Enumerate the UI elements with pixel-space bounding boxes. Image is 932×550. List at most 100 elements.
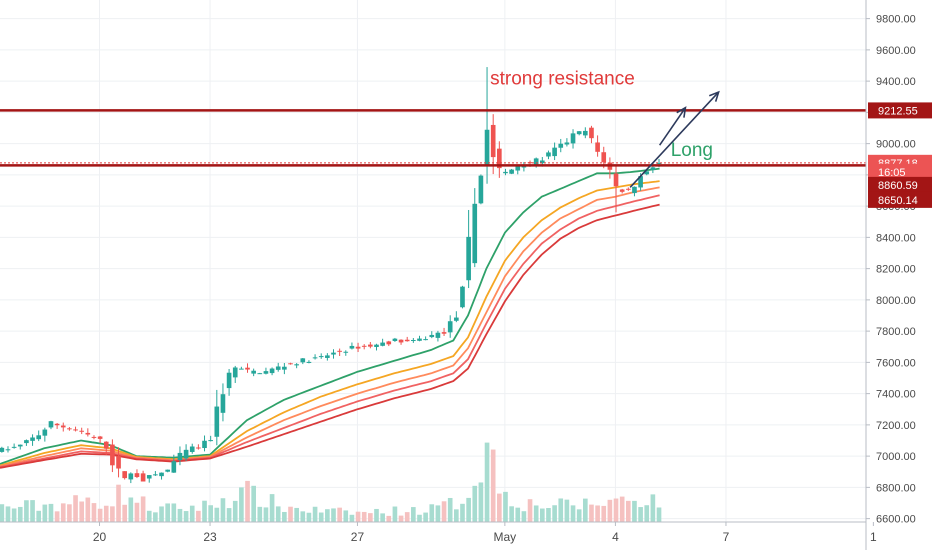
volume-bar: [79, 501, 85, 522]
volume-bar: [67, 504, 72, 522]
candle-body: [576, 131, 582, 135]
volume-bar: [54, 511, 60, 522]
volume-bar: [140, 496, 146, 522]
volume-bar: [103, 505, 109, 522]
candle-body: [282, 366, 287, 370]
volume-bar: [17, 506, 23, 522]
volume-bar: [0, 504, 5, 522]
arrow-head: [676, 106, 687, 118]
volume-bars: [0, 442, 662, 522]
moving-averages: [0, 167, 660, 469]
y-tick-label: 9600.00: [876, 45, 916, 57]
candle-body: [0, 447, 5, 452]
volume-bar: [116, 484, 121, 522]
volume-bar: [226, 508, 232, 522]
y-tick-label: 8400.00: [876, 232, 916, 244]
candle-body: [306, 361, 312, 363]
candle-body: [239, 368, 244, 370]
volume-bar: [515, 507, 521, 522]
candle-body: [392, 338, 398, 341]
y-tick-label: 9000.00: [876, 139, 916, 151]
volume-bar: [398, 515, 404, 522]
volume-bar: [312, 506, 318, 522]
volume-bar: [656, 507, 662, 522]
candle-body: [368, 344, 373, 347]
price-tag-label: 8860.59: [878, 180, 918, 192]
y-tick-label: 9800.00: [876, 14, 916, 26]
volume-bar: [441, 501, 447, 522]
candle-body: [411, 340, 416, 342]
candle-body: [441, 332, 447, 334]
candle-body: [361, 345, 367, 347]
volume-bar: [601, 505, 607, 522]
y-tick-label: 7000.00: [876, 451, 916, 463]
candle-body: [460, 286, 465, 308]
candle-body: [208, 440, 213, 442]
candle-body: [540, 160, 545, 164]
candle-body: [312, 357, 318, 359]
candle-body: [196, 447, 201, 449]
candle-body: [613, 173, 619, 187]
candles: [0, 67, 662, 484]
candle-body: [122, 471, 128, 479]
volume-bar: [196, 510, 201, 522]
trend-arrow[interactable]: [629, 90, 720, 188]
arrow-shaft: [658, 107, 687, 146]
price-tag-label: 9212.55: [878, 105, 918, 117]
candle-body: [582, 130, 588, 136]
volume-bar: [60, 503, 66, 522]
x-tick-label: 1: [870, 530, 877, 544]
price-tag-label: 8650.14: [878, 195, 918, 207]
y-tick-label: 7200.00: [876, 420, 916, 432]
volume-bar: [208, 505, 213, 522]
volume-bar: [97, 508, 103, 522]
volume-bar: [644, 505, 650, 522]
candle-body: [644, 171, 650, 175]
volume-bar: [349, 514, 355, 522]
price-tag-bg: [868, 176, 932, 193]
candle-body: [73, 429, 78, 431]
candle-body: [638, 176, 643, 188]
x-tick-label: May: [494, 530, 517, 544]
volume-bar: [24, 500, 29, 522]
candle-body: [251, 370, 256, 374]
volume-bar: [318, 512, 324, 522]
candle-body: [386, 341, 392, 345]
volume-bar: [497, 493, 502, 522]
volume-bar: [650, 494, 656, 522]
volume-bar: [343, 510, 349, 522]
volume-bar: [570, 505, 576, 522]
price-tag: 9212.55: [868, 102, 932, 119]
price-tag-bg: [868, 163, 932, 180]
candle-body: [11, 446, 17, 448]
candle-body: [91, 436, 97, 438]
volume-bar: [632, 500, 637, 522]
volume-bar: [122, 504, 128, 522]
trend-arrow[interactable]: [658, 106, 687, 146]
volume-bar: [42, 504, 48, 522]
volume-bar: [214, 507, 220, 522]
trend-arrows[interactable]: [629, 90, 720, 188]
candle-body: [589, 127, 594, 139]
volume-bar: [257, 506, 263, 522]
ema-line: [0, 203, 660, 469]
volume-bar: [503, 491, 508, 522]
horizontal-levels[interactable]: [0, 109, 866, 167]
volume-bar: [478, 482, 484, 522]
arrow-shaft: [629, 91, 720, 188]
candle-body: [189, 446, 195, 452]
volume-bar: [275, 506, 281, 522]
candle-body: [116, 456, 121, 469]
volume-bar: [484, 442, 490, 522]
y-tick-label: 7400.00: [876, 389, 916, 401]
candle-body: [202, 440, 207, 449]
candle-body: [177, 452, 183, 460]
candle-body: [245, 367, 250, 370]
candle-body: [24, 440, 29, 444]
candle-body: [214, 406, 220, 437]
candle-body: [60, 425, 66, 428]
volume-bar: [202, 500, 207, 522]
y-tick-label: 8200.00: [876, 264, 916, 276]
